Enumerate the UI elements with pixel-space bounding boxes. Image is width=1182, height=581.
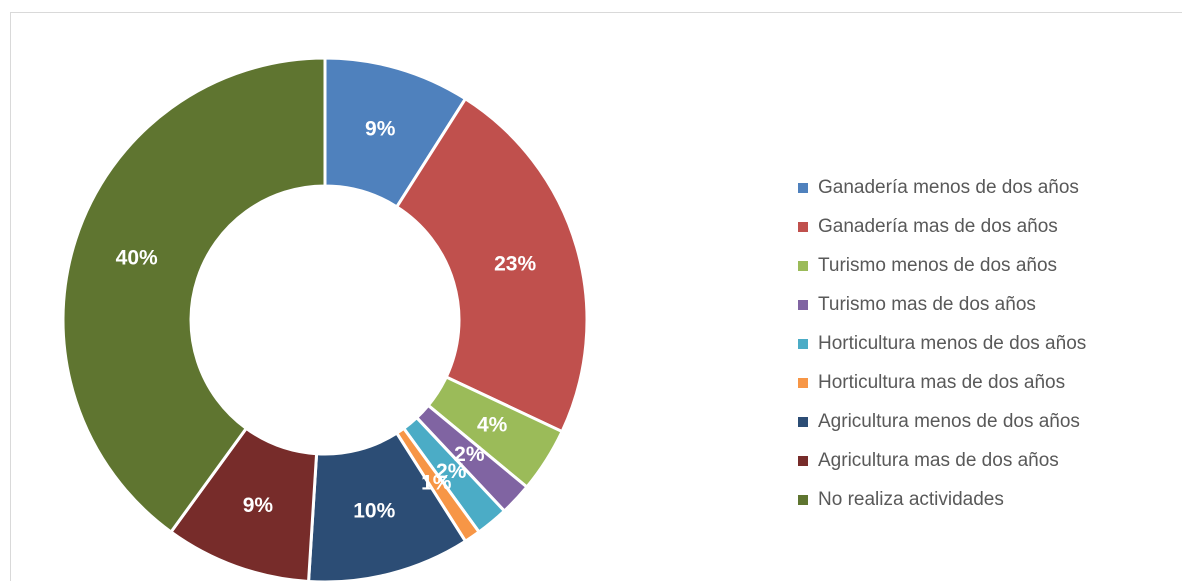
data-label: 1%: [421, 471, 452, 494]
legend-label: Agricultura mas de dos años: [818, 450, 1059, 471]
data-label: 2%: [454, 443, 485, 466]
chart-frame: [10, 12, 1182, 581]
data-label: 9%: [365, 117, 396, 140]
legend-label: Agricultura menos de dos años: [818, 411, 1080, 432]
legend-swatch: [798, 378, 808, 388]
legend-swatch: [798, 456, 808, 466]
legend-label: Horticultura mas de dos años: [818, 372, 1065, 393]
legend-swatch: [798, 300, 808, 310]
legend-label: Turismo menos de dos años: [818, 255, 1057, 276]
data-label: 2%: [436, 460, 467, 483]
data-label: 9%: [243, 494, 274, 517]
data-label: 10%: [353, 499, 395, 522]
legend-swatch: [798, 495, 808, 505]
legend-swatch: [798, 222, 808, 232]
legend-label: No realiza actividades: [818, 489, 1004, 510]
legend-label: Turismo mas de dos años: [818, 294, 1036, 315]
donut-slice: [307, 431, 468, 581]
legend-swatch: [798, 417, 808, 427]
legend-swatch: [798, 261, 808, 271]
donut-slice: [394, 96, 589, 434]
legend-label: Ganadería menos de dos años: [818, 177, 1079, 198]
legend-label: Horticultura menos de dos años: [818, 333, 1086, 354]
data-label: 23%: [494, 252, 536, 275]
donut-slice: [61, 56, 327, 535]
legend-label: Ganadería mas de dos años: [818, 216, 1058, 237]
data-label: 40%: [116, 246, 158, 269]
legend-swatch: [798, 183, 808, 193]
data-label: 4%: [477, 414, 508, 437]
legend-swatch: [798, 339, 808, 349]
